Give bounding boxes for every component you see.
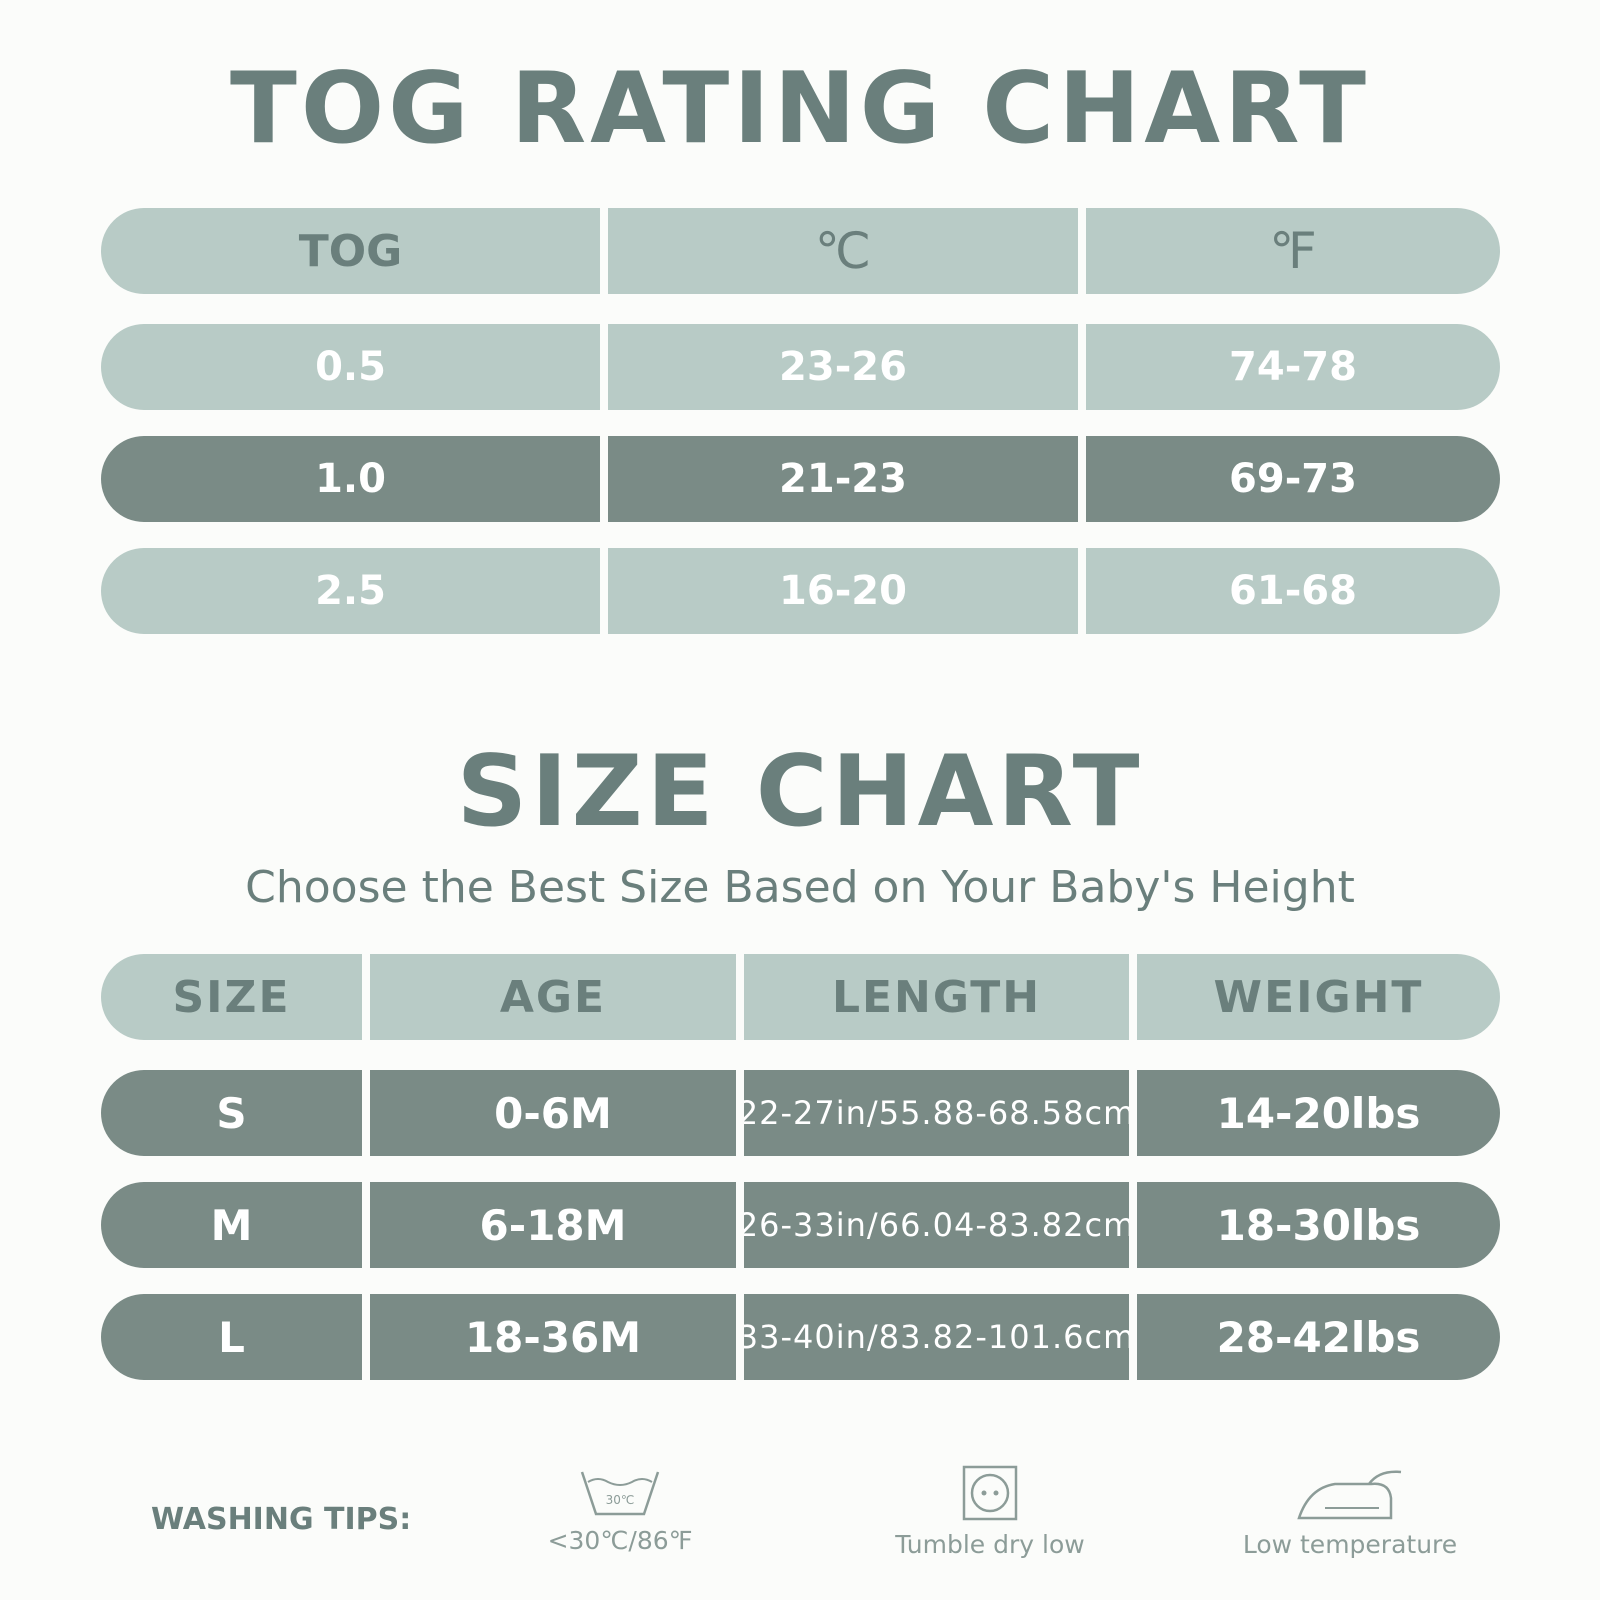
size-header-row: SIZE AGE LENGTH WEIGHT <box>101 954 1500 1040</box>
iron-icon <box>1297 1470 1402 1520</box>
age-value: 6-18M <box>370 1182 736 1268</box>
size-value: S <box>101 1070 362 1156</box>
tog-header-tog: TOG <box>101 208 600 294</box>
tumble-item: Tumble dry low <box>880 1464 1100 1559</box>
tog-celsius: 21-23 <box>608 436 1078 522</box>
tog-header-fahrenheit: ℉ <box>1086 208 1500 294</box>
tog-header-celsius: ℃ <box>608 208 1078 294</box>
size-row: M 6-18M 26-33in/66.04-83.82cm 18-30lbs <box>101 1182 1500 1268</box>
tog-chart-title: TOG RATING CHART <box>230 52 1370 166</box>
iron-label: Low temperature <box>1242 1530 1458 1559</box>
tog-value: 2.5 <box>101 548 600 634</box>
size-chart-subtitle: Choose the Best Size Based on Your Baby'… <box>245 862 1355 913</box>
wash-item: 30℃ <30℃/86℉ <box>530 1468 710 1555</box>
tog-header-row: TOG ℃ ℉ <box>101 208 1500 294</box>
size-header-length: LENGTH <box>744 954 1129 1040</box>
length-value: 22-27in/55.88-68.58cm <box>744 1070 1129 1156</box>
tumble-dry-label: Tumble dry low <box>895 1530 1085 1559</box>
weight-value: 28-42lbs <box>1137 1294 1500 1380</box>
size-header-weight: WEIGHT <box>1137 954 1500 1040</box>
tog-celsius: 23-26 <box>608 324 1078 410</box>
washing-tips-label: WASHING TIPS: <box>151 1502 412 1537</box>
length-value: 33-40in/83.82-101.6cm <box>744 1294 1129 1380</box>
size-row: L 18-36M 33-40in/83.82-101.6cm 28-42lbs <box>101 1294 1500 1380</box>
tog-fahrenheit: 74-78 <box>1086 324 1500 410</box>
weight-value: 14-20lbs <box>1137 1070 1500 1156</box>
size-value: M <box>101 1182 362 1268</box>
tog-fahrenheit: 69-73 <box>1086 436 1500 522</box>
wash-tub-icon: 30℃ <box>580 1471 660 1516</box>
age-value: 0-6M <box>370 1070 736 1156</box>
iron-item: Low temperature <box>1230 1468 1470 1559</box>
wash-temp-label: <30℃/86℉ <box>547 1526 693 1555</box>
tog-value: 1.0 <box>101 436 600 522</box>
tog-row: 0.5 23-26 74-78 <box>101 324 1500 410</box>
size-row: S 0-6M 22-27in/55.88-68.58cm 14-20lbs <box>101 1070 1500 1156</box>
tumble-dry-icon <box>962 1465 1018 1521</box>
tog-fahrenheit: 61-68 <box>1086 548 1500 634</box>
size-header-age: AGE <box>370 954 736 1040</box>
size-chart-title: SIZE CHART <box>456 735 1144 849</box>
weight-value: 18-30lbs <box>1137 1182 1500 1268</box>
tog-row: 1.0 21-23 69-73 <box>101 436 1500 522</box>
tog-row: 2.5 16-20 61-68 <box>101 548 1500 634</box>
tog-value: 0.5 <box>101 324 600 410</box>
age-value: 18-36M <box>370 1294 736 1380</box>
length-value: 26-33in/66.04-83.82cm <box>744 1182 1129 1268</box>
size-value: L <box>101 1294 362 1380</box>
tog-celsius: 16-20 <box>608 548 1078 634</box>
size-header-size: SIZE <box>101 954 362 1040</box>
wash-tub-icon-text: 30℃ <box>606 1493 635 1507</box>
